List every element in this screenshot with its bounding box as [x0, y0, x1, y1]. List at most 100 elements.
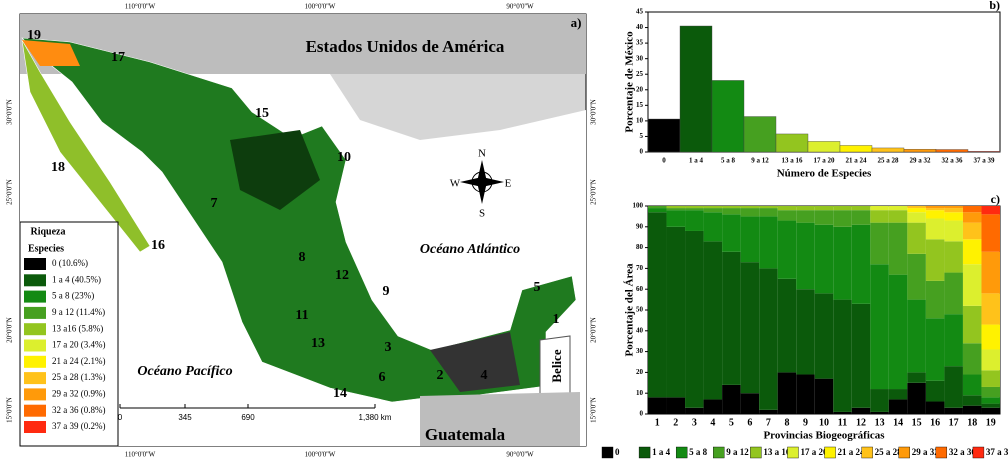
bar-segment [870, 389, 889, 412]
bar-segment [740, 208, 760, 217]
bar-segment [870, 411, 889, 414]
bar-segment [851, 206, 871, 211]
bar-segment [944, 241, 963, 273]
panel-label: a) [571, 15, 582, 30]
bar-segment [685, 208, 704, 211]
x-tick-label: 6 [747, 417, 752, 428]
bar-segment [888, 274, 908, 390]
dark-region [230, 130, 320, 210]
bar-segment [944, 212, 963, 221]
bar-segment [925, 206, 945, 209]
legend-title: Riqueza [31, 226, 66, 237]
bar [807, 141, 841, 153]
country-label: Belice [549, 349, 564, 382]
legend-label: 17 a 20 [800, 447, 828, 457]
y-axis-label: Porcentaje de México [624, 31, 636, 133]
province-number: 7 [211, 196, 218, 211]
x-tick-label: 3 [692, 417, 697, 428]
land-guatemala [420, 392, 580, 446]
legend-label: 1 a 4 (40.5%) [52, 274, 101, 284]
x-tick-label: 0 [662, 157, 666, 165]
x-tick-label: 13 [875, 417, 885, 428]
x-tick-label: 32 a 36 [942, 157, 964, 165]
legend-label: 13 a 16 [763, 447, 791, 457]
bar-segment [685, 206, 704, 209]
legend-label: 29 a 32 (0.9%) [52, 388, 106, 398]
x-axis-label: Provincias Biogeográficas [763, 430, 885, 442]
compass-label: S [479, 208, 485, 220]
province-number: 1 [553, 312, 560, 327]
legend-swatch [787, 446, 799, 459]
legend-swatch [935, 446, 948, 459]
y-tick-label: 20 [636, 368, 644, 376]
bar-segment [722, 251, 741, 385]
bar-segment [944, 366, 963, 408]
y-tick-label: 60 [636, 285, 644, 293]
bar-segment [814, 206, 834, 211]
lon-label: 110°0'0''W [125, 3, 156, 11]
bar-segment [703, 208, 723, 213]
x-tick-label: 15 [912, 417, 922, 428]
bar-segment [907, 212, 926, 223]
bar [839, 145, 873, 153]
x-tick-label: 12 [856, 417, 866, 428]
legend-label: 5 a 8 (23%) [52, 291, 94, 301]
y-tick-label: 40 [636, 23, 644, 31]
ocean-label: Océano Atlántico [420, 242, 520, 257]
y-tick-label: 30 [636, 54, 644, 62]
lat-label: 20°0'0''N [590, 317, 598, 343]
lat-label: 15°0'0''N [6, 397, 14, 423]
legend-swatch [24, 372, 46, 385]
x-tick-label: 9 a 12 [751, 157, 769, 165]
bar-segment [777, 210, 797, 221]
x-tick-label: 2 [673, 417, 678, 428]
ocean-label: Océano Pacífico [137, 364, 232, 379]
legend-label: 9 a 12 [726, 447, 749, 457]
bar-segment [925, 280, 945, 319]
legend-swatch [898, 446, 910, 459]
bar-segment [833, 411, 852, 414]
bar-segment [962, 264, 982, 306]
bar-segment [962, 374, 982, 396]
bar-segment [851, 224, 871, 304]
bar-segment [685, 407, 704, 414]
bar-segment [981, 407, 1000, 414]
bar-segment [907, 208, 926, 213]
legend-label: 25 a 28 [875, 447, 903, 457]
legend-label: 1 a 4 [652, 447, 671, 457]
bar-segment [666, 206, 686, 209]
bar-segment [740, 216, 760, 263]
legend-swatch [24, 404, 46, 417]
province-number: 15 [255, 106, 269, 121]
legend-swatch [750, 446, 762, 459]
y-tick-label: 0 [640, 148, 644, 156]
legend-swatch [24, 274, 46, 287]
bar-segment [796, 289, 815, 375]
legend-swatch [24, 306, 46, 319]
bar-segment [777, 220, 797, 279]
lon-label: 100°0'0''W [305, 451, 336, 459]
bar-segment [907, 372, 926, 383]
legend-swatch [24, 339, 46, 352]
bar-segment [722, 208, 741, 215]
province-number: 19 [27, 28, 41, 43]
y-tick-label: 50 [636, 306, 644, 314]
bar-segment [907, 299, 926, 373]
scale-label: 1,380 km [359, 413, 392, 422]
bar-segment [703, 399, 723, 414]
province-number: 5 [534, 280, 541, 295]
province-number: 10 [337, 150, 351, 165]
bar-segment [777, 372, 797, 414]
baja-california [21, 39, 151, 253]
dark-region [430, 332, 520, 392]
x-tick-label: 4 [710, 417, 715, 428]
y-tick-label: 10 [636, 389, 644, 397]
bar-segment [925, 401, 945, 414]
lat-label: 25°0'0''N [6, 179, 14, 205]
x-tick-label: 14 [893, 417, 903, 428]
lat-label: 30°0'0''N [6, 99, 14, 125]
bar-segment [870, 222, 889, 265]
x-tick-label: 7 [766, 417, 771, 428]
legend-swatch [713, 446, 725, 459]
bar-segment [907, 206, 926, 209]
